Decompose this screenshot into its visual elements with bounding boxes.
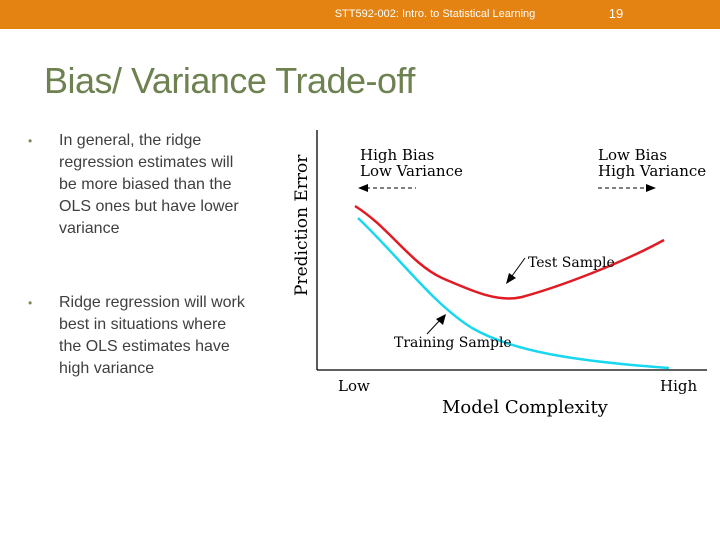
right-region-line2: High Variance — [598, 162, 706, 180]
slide-title: Bias/ Variance Trade-off — [44, 60, 415, 101]
course-title: STT592-002: Intro. to Statistical Learni… — [334, 8, 536, 20]
training-sample-curve — [357, 217, 670, 370]
test-sample-label: Test Sample — [528, 255, 615, 271]
x-axis-label: Model Complexity — [442, 397, 609, 418]
training-pointer-line — [426, 319, 441, 335]
bullet-marker: • — [28, 296, 33, 310]
bullet-item: • Ridge regression will work best in sit… — [28, 292, 250, 380]
bullet-text: Ridge regression will work best in situa… — [59, 294, 245, 377]
training-sample-label: Training Sample — [394, 335, 512, 351]
header-bar: STT592-002: Intro. to Statistical Learni… — [0, 0, 720, 29]
bullet-marker: • — [28, 134, 33, 148]
bullet-text: In general, the ridge regression estimat… — [59, 132, 239, 237]
right-region-line1: Low Bias — [598, 146, 667, 164]
bias-variance-figure: Prediction Error High Bias Low Variance … — [292, 130, 707, 418]
test-pointer-head — [506, 273, 516, 284]
x-high-label: High — [660, 377, 697, 395]
bullet-item: • In general, the ridge regression estim… — [28, 130, 250, 240]
page-number: 19 — [608, 6, 624, 21]
training-pointer-head — [436, 314, 446, 325]
left-region-line2: Low Variance — [360, 162, 463, 180]
left-arrow-head — [358, 184, 368, 192]
test-pointer-line — [511, 257, 526, 277]
left-region-line1: High Bias — [360, 146, 434, 164]
y-axis-label: Prediction Error — [292, 154, 312, 296]
test-sample-curve — [354, 204, 665, 300]
x-low-label: Low — [338, 377, 370, 395]
bullet-list: • In general, the ridge regression estim… — [28, 130, 250, 380]
right-arrow-head — [646, 184, 656, 192]
